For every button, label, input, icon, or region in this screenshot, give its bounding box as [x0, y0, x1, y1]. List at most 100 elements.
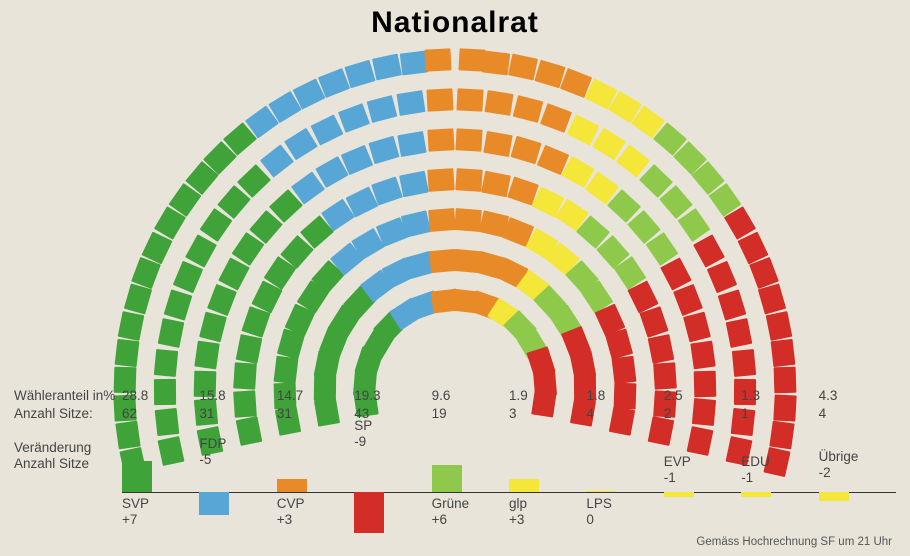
- hemicycle-chart: [0, 40, 910, 380]
- seats-value: 19: [432, 406, 509, 421]
- seat: [540, 103, 572, 133]
- party-change: 0: [586, 512, 594, 527]
- seat: [157, 319, 184, 349]
- seat: [195, 341, 220, 370]
- party-change: +3: [509, 512, 524, 527]
- seat: [483, 131, 512, 157]
- party-change: -5: [199, 452, 211, 467]
- share-value: 14.7: [277, 388, 354, 403]
- party-fdp: FDP-5: [199, 440, 276, 530]
- seat: [396, 91, 425, 117]
- change-bar: [509, 479, 539, 493]
- change-bar: [277, 479, 307, 493]
- seat: [118, 311, 145, 341]
- seat: [510, 136, 541, 164]
- seat: [726, 319, 753, 349]
- seats-value: 31: [199, 406, 276, 421]
- seat: [274, 355, 299, 383]
- party-name: glp: [509, 496, 527, 511]
- seat: [765, 311, 792, 341]
- seat: [673, 284, 703, 316]
- party-name: SP: [354, 418, 372, 433]
- change-bar: [664, 492, 694, 497]
- share-value: 28.8: [122, 388, 199, 403]
- seat: [485, 91, 514, 117]
- party-name: LPS: [586, 496, 612, 511]
- seat: [456, 129, 483, 152]
- seat: [605, 329, 633, 360]
- seat: [207, 284, 237, 316]
- seats-value: 62: [122, 406, 199, 421]
- party-edu: EDU-1: [741, 440, 818, 530]
- seat: [611, 355, 636, 383]
- seat: [648, 334, 675, 364]
- share-value: 1.9: [509, 388, 586, 403]
- share-value: 19.3: [354, 388, 431, 403]
- seat: [185, 234, 217, 267]
- party-change: +6: [432, 512, 447, 527]
- seat: [454, 209, 482, 233]
- seat: [199, 312, 227, 343]
- share-value: 9.6: [432, 388, 509, 403]
- seats-value: 4: [586, 406, 663, 421]
- footnote: Gemäss Hochrechnung SF um 21 Uhr: [696, 536, 892, 548]
- party-change: -1: [741, 470, 753, 485]
- seat: [482, 50, 511, 75]
- share-value: 2.5: [664, 388, 741, 403]
- seat: [426, 89, 453, 112]
- share-value: 4.3: [819, 388, 896, 403]
- seat: [236, 334, 263, 364]
- seat: [732, 349, 756, 377]
- seat: [457, 89, 484, 112]
- party-sp: SP-9: [354, 440, 431, 530]
- seats-value: 31: [277, 406, 354, 421]
- seat: [367, 95, 398, 123]
- seat: [401, 211, 431, 238]
- party-name: EDU: [741, 454, 770, 469]
- seat: [310, 114, 343, 145]
- party-change: -2: [819, 465, 831, 480]
- party-evp: EVP-1: [664, 440, 741, 530]
- seat: [428, 169, 455, 193]
- party-svp: SVP+7: [122, 440, 199, 530]
- change-bar: [199, 492, 229, 515]
- seat: [427, 129, 454, 152]
- seat: [234, 363, 258, 390]
- seat: [508, 54, 538, 81]
- share-label: Wähleranteil in%: [14, 388, 122, 403]
- page-title: Nationalrat: [0, 0, 910, 40]
- party-name: FDP: [199, 436, 226, 451]
- seat: [115, 339, 140, 367]
- seat: [372, 177, 404, 206]
- change-bar: [819, 492, 849, 501]
- party-name: Grüne: [432, 496, 470, 511]
- seat: [163, 289, 192, 320]
- change-bar: [432, 465, 462, 492]
- share-value: 1.3: [741, 388, 818, 403]
- seat: [173, 261, 203, 294]
- seats-value: 3: [509, 406, 586, 421]
- seat: [338, 103, 370, 133]
- change-bar: [741, 492, 771, 497]
- party-change: +3: [277, 512, 292, 527]
- seats-value: 4: [819, 406, 896, 421]
- stats-table: Wähleranteil in% 28.815.814.719.39.61.91…: [14, 388, 896, 424]
- seat: [707, 261, 737, 294]
- party-change: -9: [354, 434, 366, 449]
- seat: [424, 49, 451, 72]
- party-cvp: CVP+3: [277, 440, 354, 530]
- seat: [154, 349, 178, 377]
- seat: [372, 54, 402, 81]
- seat: [639, 307, 668, 339]
- change-bar: [122, 461, 152, 493]
- party-change: +7: [122, 512, 137, 527]
- party-lps: LPS0: [586, 440, 663, 530]
- party-name: CVP: [277, 496, 305, 511]
- seats-label: Anzahl Sitze:: [14, 406, 122, 421]
- party-name: Übrige: [819, 449, 859, 464]
- seat: [455, 169, 482, 193]
- seat: [690, 341, 715, 370]
- share-value: 1.8: [586, 388, 663, 403]
- seat: [758, 283, 786, 314]
- change-bar: [586, 491, 616, 492]
